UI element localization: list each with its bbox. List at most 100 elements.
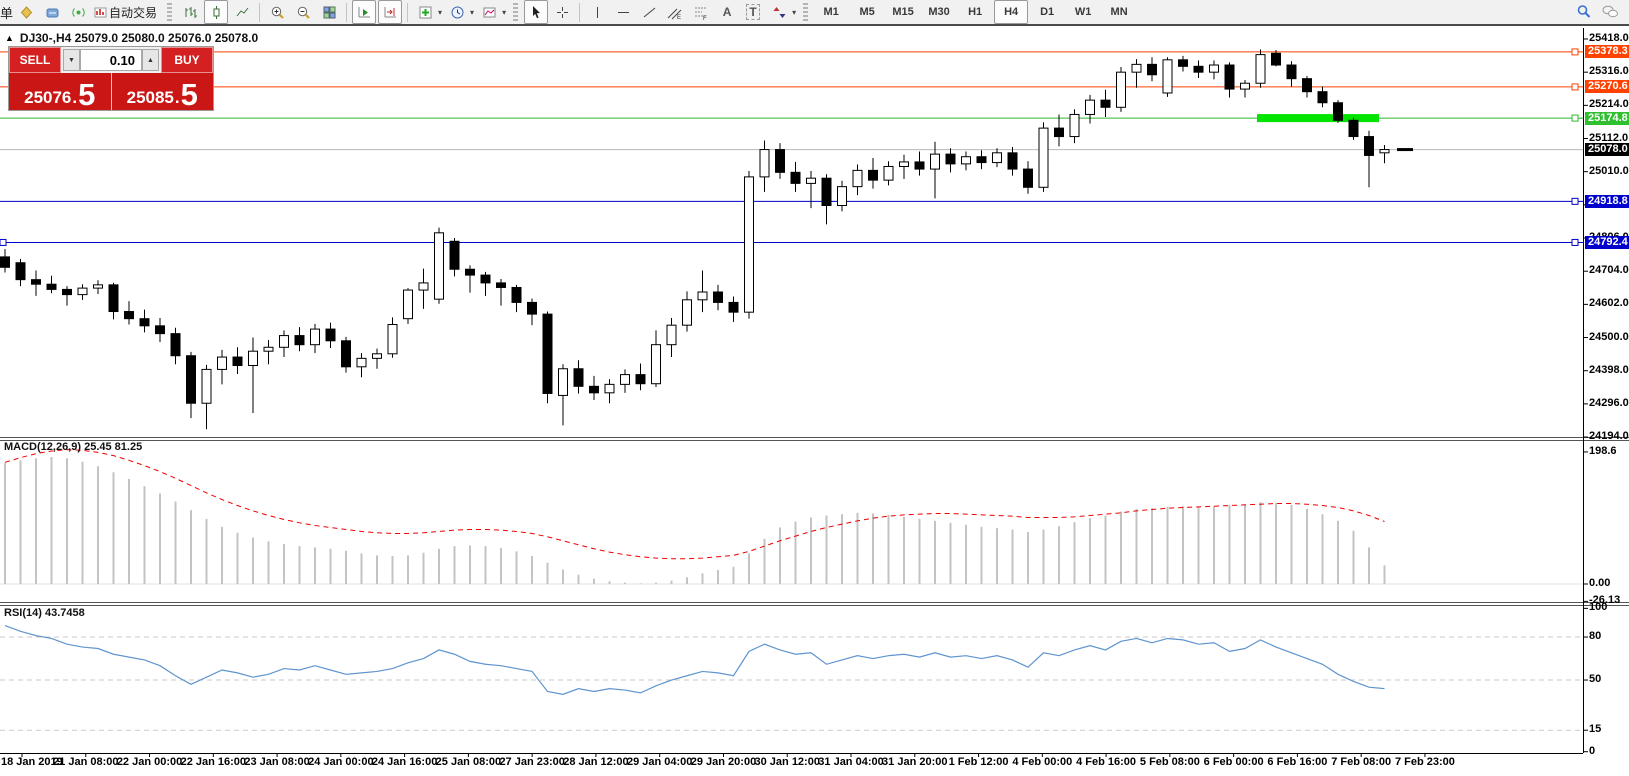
sell-price-dot: . xyxy=(72,88,78,107)
time-axis-label: 24 Jan 00:00 xyxy=(308,756,374,768)
crosshair-button[interactable] xyxy=(550,0,574,24)
sell-price-big-digit: 5 xyxy=(78,77,96,112)
time-axis-label: 18 Jan 2019 xyxy=(1,756,63,768)
price-badge: 24918.8 xyxy=(1585,194,1629,208)
new-order-icon xyxy=(19,5,34,20)
bar-chart-button[interactable] xyxy=(178,0,202,24)
channel-button[interactable]: E xyxy=(663,0,687,24)
templates-button[interactable] xyxy=(477,0,501,24)
tile-windows-button[interactable] xyxy=(317,0,341,24)
chart-shift-icon xyxy=(383,5,398,20)
toolbar-separator xyxy=(259,2,261,22)
symbol-ohlc-text: DJ30-,H4 25079.0 25080.0 25076.0 25078.0 xyxy=(19,31,259,45)
time-axis-label: 4 Feb 00:00 xyxy=(1012,756,1073,768)
time-axis-label: 7 Feb 23:00 xyxy=(1394,756,1455,768)
cursor-button[interactable] xyxy=(524,0,549,24)
buy-price-big-digit: 5 xyxy=(180,77,198,112)
trendline-button[interactable] xyxy=(637,0,661,24)
timeframe-m30-button[interactable]: M30 xyxy=(928,6,950,18)
zoom-out-icon xyxy=(296,5,311,20)
price-badge: 25078.0 xyxy=(1585,143,1629,157)
macd-scale-label: 198.6 xyxy=(1589,444,1617,457)
time-axis-label: 31 Jan 20:00 xyxy=(882,756,948,768)
clock-icon xyxy=(450,5,465,20)
cursor-icon xyxy=(529,5,544,20)
timeframe-mn-button[interactable]: MN xyxy=(1110,6,1128,18)
signal-icon xyxy=(71,5,86,20)
metaeditor-button[interactable] xyxy=(40,0,64,24)
text-label-button[interactable]: T xyxy=(741,0,765,24)
price-badge: 25270.6 xyxy=(1585,80,1629,94)
time-axis-label: 29 Jan 20:00 xyxy=(690,756,757,768)
sell-button[interactable]: SELL xyxy=(9,47,61,73)
price-tick-label: 25316.0 xyxy=(1589,65,1629,78)
templates-dropdown-caret[interactable]: ▾ xyxy=(502,7,507,17)
main-toolbar: 单 自动交易 ▾ ▾ ▾ xyxy=(0,0,1629,26)
time-axis-label: 24 Jan 16:00 xyxy=(371,756,438,768)
chat-icon xyxy=(1601,4,1619,20)
volume-stepper: ▼ 0.10 ▲ xyxy=(61,47,161,73)
timeframe-d1-button[interactable]: D1 xyxy=(1040,6,1055,18)
chart-canvas[interactable] xyxy=(0,28,1629,776)
order-menu-partial-label[interactable]: 单 xyxy=(0,5,14,21)
zoom-in-icon xyxy=(270,5,285,20)
text-tool-button[interactable]: A xyxy=(715,0,739,24)
chart-shift-button[interactable] xyxy=(378,0,403,24)
rsi-scale-label: 80 xyxy=(1589,630,1602,643)
bar-chart-icon xyxy=(183,5,198,20)
periods-button[interactable] xyxy=(445,0,469,24)
toolbar-separator xyxy=(579,2,581,22)
volume-increase-button[interactable]: ▲ xyxy=(142,49,159,71)
sell-price[interactable]: 25076 . 5 xyxy=(9,73,111,110)
timeframe-m1-button[interactable]: M1 xyxy=(823,6,839,18)
horizontal-line-icon xyxy=(616,5,631,20)
volume-decrease-button[interactable]: ▼ xyxy=(63,49,80,71)
toolbar-grip[interactable] xyxy=(803,3,809,21)
time-axis-label: 4 Feb 16:00 xyxy=(1076,756,1137,768)
auto-scroll-button[interactable] xyxy=(352,0,377,24)
zoom-in-button[interactable] xyxy=(265,0,289,24)
panel-collapse-arrow[interactable]: ▲ xyxy=(5,33,14,43)
horizontal-line-button[interactable] xyxy=(611,0,635,24)
search-button[interactable] xyxy=(1572,0,1596,24)
toolbar-separator xyxy=(407,2,409,22)
one-click-trade-panel: SELL ▼ 0.10 ▲ BUY 25076 . 5 25085 . 5 xyxy=(8,46,214,111)
rsi-scale-label: 50 xyxy=(1589,673,1602,686)
chart-window: ▲ DJ30-,H4 25079.0 25080.0 25076.0 25078… xyxy=(0,28,1629,776)
auto-trading-button[interactable]: 自动交易 xyxy=(92,0,161,24)
arrows-button[interactable] xyxy=(767,0,791,24)
zoom-out-button[interactable] xyxy=(291,0,315,24)
fibonacci-icon: F xyxy=(693,5,709,20)
buy-button[interactable]: BUY xyxy=(161,47,213,73)
fibonacci-button[interactable]: F xyxy=(689,0,713,24)
channel-icon: E xyxy=(667,5,683,20)
new-order-button[interactable] xyxy=(14,0,38,24)
chat-button[interactable] xyxy=(1598,0,1622,24)
timeframe-m15-button[interactable]: M15 xyxy=(892,6,914,18)
sell-price-main: 25076 xyxy=(24,88,72,107)
toolbar-grip[interactable] xyxy=(513,3,519,21)
candlestick-chart-button[interactable] xyxy=(204,0,229,24)
indicators-button[interactable] xyxy=(413,0,437,24)
rsi-scale-label: 100 xyxy=(1589,601,1608,614)
periods-dropdown-caret[interactable]: ▾ xyxy=(470,7,475,17)
signals-button[interactable] xyxy=(66,0,90,24)
time-axis-label: 29 Jan 04:00 xyxy=(626,756,693,768)
arrows-dropdown-caret[interactable]: ▾ xyxy=(792,7,797,17)
vertical-line-button[interactable] xyxy=(585,0,609,24)
tile-windows-icon xyxy=(322,5,337,20)
line-chart-button[interactable] xyxy=(230,0,254,24)
price-tick-label: 25112.0 xyxy=(1589,131,1629,144)
timeframe-h4-button[interactable]: H4 xyxy=(994,0,1029,24)
line-chart-icon xyxy=(235,5,250,20)
volume-input[interactable]: 0.10 xyxy=(80,49,142,71)
indicators-dropdown-caret[interactable]: ▾ xyxy=(438,7,443,17)
price-badge: 24792.4 xyxy=(1585,235,1629,249)
timeframe-w1-button[interactable]: W1 xyxy=(1074,6,1092,18)
rsi-scale-label: 15 xyxy=(1589,723,1602,736)
timeframe-m5-button[interactable]: M5 xyxy=(859,6,875,18)
toolbar-grip[interactable] xyxy=(167,3,173,21)
buy-price[interactable]: 25085 . 5 xyxy=(110,73,214,112)
timeframe-h1-button[interactable]: H1 xyxy=(968,6,983,18)
text-label-icon: T xyxy=(746,4,760,20)
